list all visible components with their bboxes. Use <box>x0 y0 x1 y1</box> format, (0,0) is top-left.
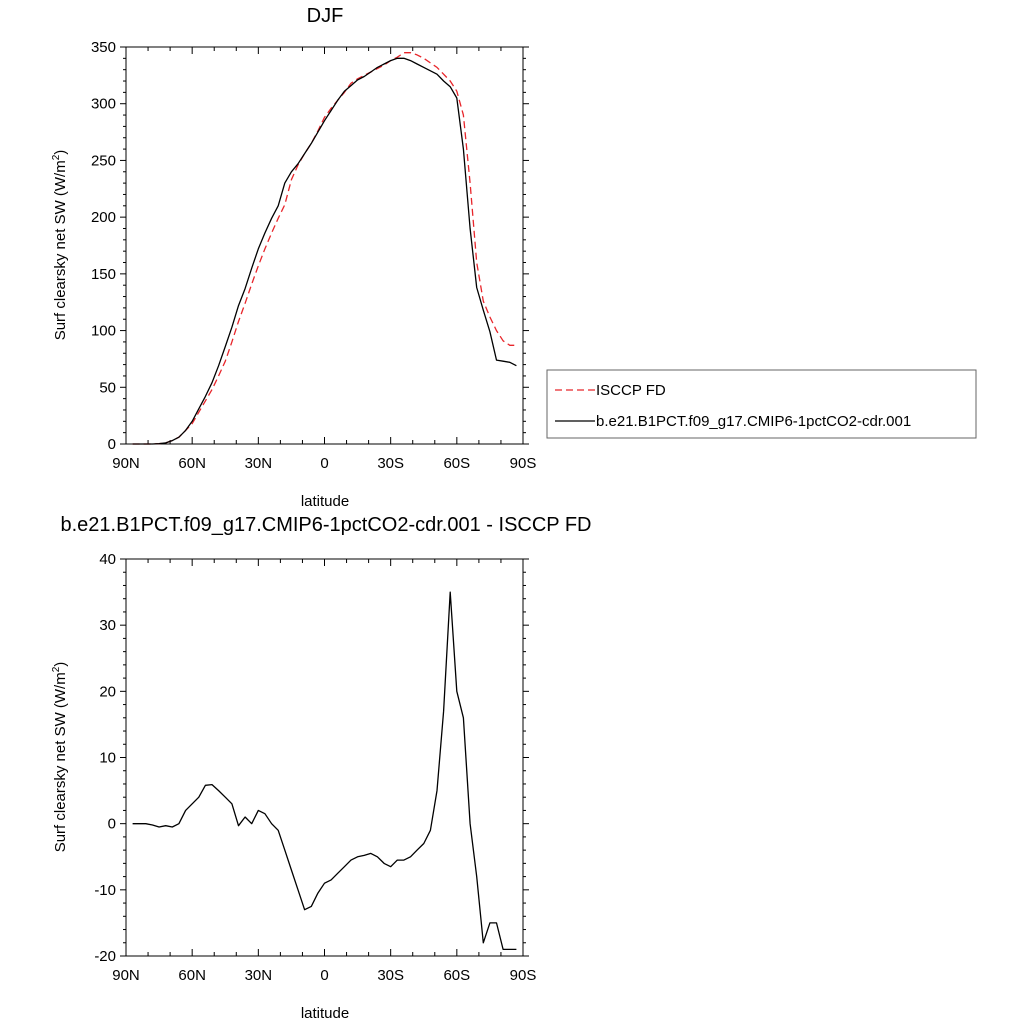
bottom-x-tick-label: 0 <box>320 967 328 984</box>
top-y-tick-label: 50 <box>99 379 116 396</box>
top-y-axis-label: Surf clearsky net SW (W/m2) <box>51 150 69 341</box>
top-x-axis-label: latitude <box>301 493 349 510</box>
top-tick-group: 90N 60N 30N 0 30S 60S 90S 0 50 100 150 200 250 300 350 <box>91 39 536 472</box>
bottom-y-tick-label: 40 <box>99 551 116 568</box>
bottom-x-axis-label: latitude <box>301 1005 349 1022</box>
top-x-tick-label: 90S <box>510 455 537 472</box>
top-y-tick-label: 0 <box>108 436 116 453</box>
top-y-tick-label: 200 <box>91 209 116 226</box>
bottom-y-tick-label: -10 <box>94 882 116 899</box>
top-y-tick-label: 250 <box>91 152 116 169</box>
bottom-x-tick-label: 60S <box>443 967 470 984</box>
bottom-tick-group: 90N 60N 30N 0 30S 60S 90S -20 -10 0 10 20 30 40 <box>94 551 536 984</box>
legend-entry-isccp: ISCCP FD <box>596 382 666 399</box>
bottom-y-tick-label: 20 <box>99 683 116 700</box>
top-x-tick-label: 30S <box>377 455 404 472</box>
legend: ISCCP FD b.e21.B1PCT.f09_g17.CMIP6-1pctC… <box>547 370 976 438</box>
top-x-tick-label: 90N <box>112 455 140 472</box>
bottom-y-tick-label: -20 <box>94 948 116 965</box>
bottom-chart-title: b.e21.B1PCT.f09_g17.CMIP6-1pctCO2-cdr.00… <box>61 514 592 536</box>
top-y-tick-label: 350 <box>91 39 116 56</box>
bottom-x-tick-label: 30S <box>377 967 404 984</box>
bottom-x-tick-label: 30N <box>245 967 273 984</box>
top-y-tick-label: 300 <box>91 96 116 113</box>
legend-entry-model: b.e21.B1PCT.f09_g17.CMIP6-1pctCO2-cdr.00… <box>596 413 911 430</box>
bottom-y-tick-label: 10 <box>99 750 116 767</box>
top-series-group <box>133 53 517 444</box>
chart-figure: DJF 90N 60N 30N 0 30S 60S 90S05010015020025030… <box>0 0 1024 1024</box>
top-x-tick-label: 0 <box>320 455 328 472</box>
bottom-plot-frame <box>126 559 523 956</box>
top-x-tick-label: 60S <box>443 455 470 472</box>
top-plot-frame <box>126 47 523 444</box>
bottom-series-line-0 <box>133 592 517 949</box>
bottom-y-tick-label: 0 <box>108 816 116 833</box>
top-x-tick-label: 60N <box>178 455 206 472</box>
bottom-y-axis-label: Surf clearsky net SW (W/m2) <box>51 662 69 853</box>
bottom-x-tick-label: 60N <box>178 967 206 984</box>
top-y-tick-label: 100 <box>91 323 116 340</box>
top-y-tick-label: 150 <box>91 266 116 283</box>
top-series-line-1 <box>133 58 517 444</box>
top-x-tick-label: 30N <box>245 455 273 472</box>
top-panel: DJF 90N 60N 30N 0 30S 60S 90S 0 50 100 150 200 250 30… <box>51 5 536 510</box>
bottom-x-tick-label: 90S <box>510 967 537 984</box>
top-chart-title: DJF <box>307 5 344 27</box>
bottom-series-group <box>133 592 517 949</box>
bottom-x-tick-label: 90N <box>112 967 140 984</box>
bottom-y-tick-label: 30 <box>99 617 116 634</box>
bottom-panel: b.e21.B1PCT.f09_g17.CMIP6-1pctCO2-cdr.00… <box>51 514 592 1022</box>
